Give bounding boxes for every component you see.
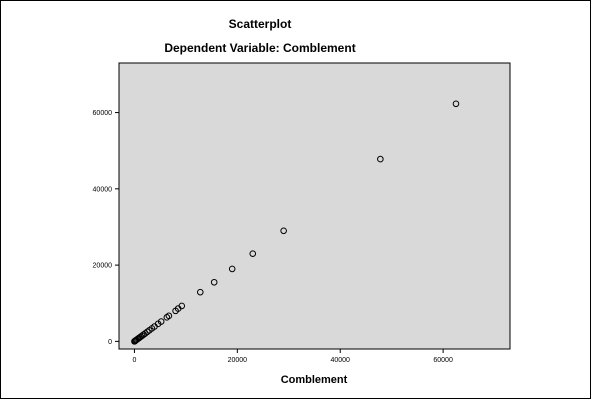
y-tick-label: 0 [108, 339, 112, 346]
y-tick-label: 60000 [93, 110, 113, 117]
scatter-point [377, 155, 384, 163]
scatter-point [452, 100, 460, 108]
y-tick-label: 20000 [93, 263, 113, 270]
scatter-point [228, 265, 236, 273]
axis-ticks: 0 20000 40000 60000 0 20000 40000 60000 [93, 110, 453, 364]
scatter-point [196, 288, 204, 296]
scatter-point [210, 278, 218, 286]
scatter-point [131, 338, 138, 345]
x-tick-label: 60000 [433, 357, 453, 364]
scatter-point [249, 250, 257, 257]
scatter-point [280, 227, 287, 235]
y-tick-label: 40000 [93, 186, 113, 193]
chart-subtitle: Dependent Variable: Comblement [164, 41, 355, 55]
x-axis-label: Comblement [281, 374, 348, 386]
x-tick-label: 0 [132, 357, 136, 364]
x-tick-label: 40000 [330, 357, 350, 364]
data-points [131, 100, 460, 345]
scatter-point [172, 307, 179, 315]
scatter-point [163, 314, 171, 321]
plot-area [118, 62, 511, 350]
chart-title: Scatterplot [229, 17, 292, 31]
x-tick-label: 20000 [228, 357, 248, 364]
